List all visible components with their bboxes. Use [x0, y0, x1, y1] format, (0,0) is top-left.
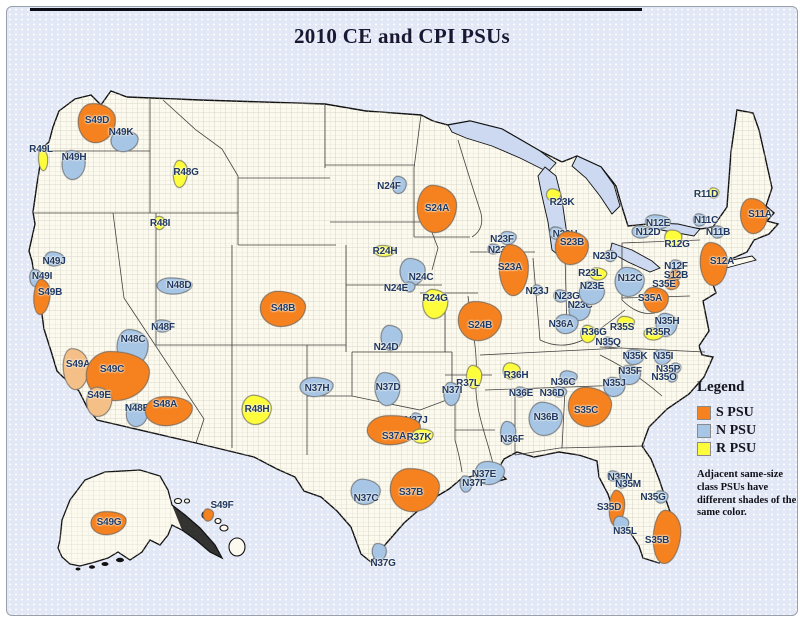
legend-item-label: R PSU [716, 441, 757, 456]
legend-item-label: S PSU [716, 405, 754, 420]
legend-header: Legend [697, 379, 745, 395]
lake-huron [571, 155, 621, 215]
legend-item-r-psu: R PSU [697, 441, 797, 457]
legend-item-s-psu: S PSU [697, 405, 797, 421]
alaska-panhandle [172, 505, 222, 558]
top-rule-line [30, 8, 642, 11]
legend: Legend S PSU N PSU R PSU Adjacent same-s… [697, 379, 797, 520]
s-psu-swatch [697, 406, 711, 420]
n-psu-swatch [697, 424, 711, 438]
legend-item-label: N PSU [716, 423, 757, 438]
page-title: 2010 CE and CPI PSUs [293, 24, 511, 48]
legend-note: Adjacent same-size class PSUs have diffe… [697, 469, 797, 519]
legend-item-n-psu: N PSU [697, 423, 797, 439]
r-psu-swatch [697, 442, 711, 456]
alaska [57, 469, 223, 571]
